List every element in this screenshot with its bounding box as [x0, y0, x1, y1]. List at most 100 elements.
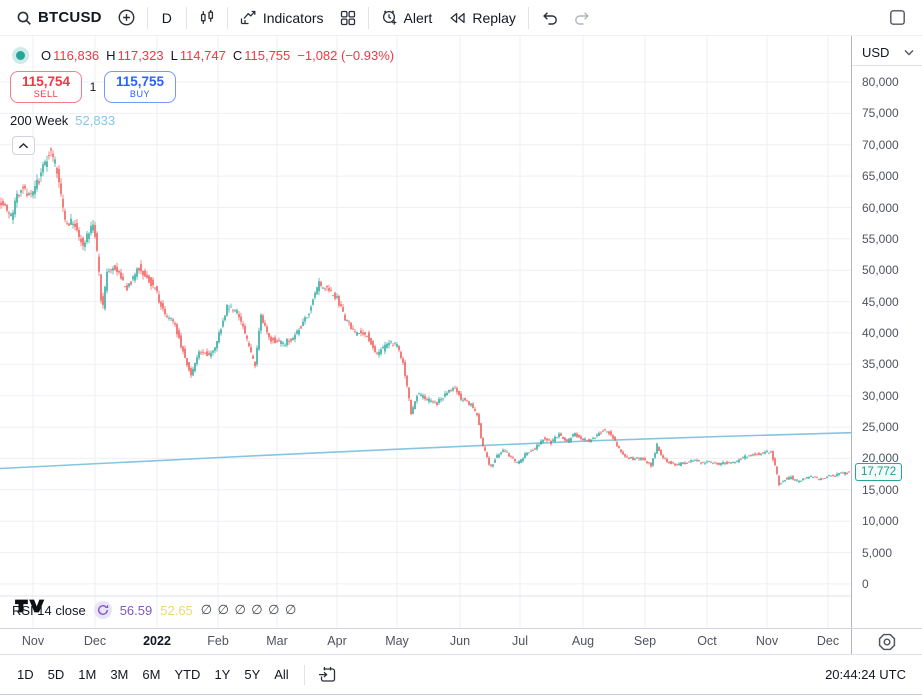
market-status-dot-icon — [16, 51, 25, 60]
currency-selector[interactable]: USD — [852, 40, 922, 66]
buy-button[interactable]: 115,755 BUY — [104, 71, 176, 103]
rsi-empty-value: ∅ — [200, 602, 213, 617]
last-price-badge: 17,772 — [855, 463, 903, 482]
fullscreen-icon — [889, 9, 906, 26]
redo-icon — [574, 10, 591, 25]
indicators-button[interactable]: Indicators — [232, 6, 332, 30]
range-button-5d[interactable]: 5D — [47, 667, 65, 682]
time-tick-label: May — [385, 634, 409, 648]
buy-label: BUY — [129, 88, 151, 99]
rsi-value: 56.59 — [119, 602, 153, 618]
go-to-date-button[interactable] — [313, 663, 341, 686]
price-tick-label: 45,000 — [862, 294, 899, 309]
low-value: 114,747 — [179, 48, 226, 63]
fullscreen-button[interactable] — [881, 5, 914, 30]
rsi-empty-value: ∅ — [217, 602, 230, 617]
currency-label: USD — [862, 45, 890, 60]
price-tick-label: 35,000 — [862, 357, 899, 372]
ma-value: 52,833 — [75, 113, 116, 128]
chevron-down-icon — [904, 50, 914, 56]
price-tick-label: 40,000 — [862, 325, 899, 340]
range-button-3m[interactable]: 3M — [110, 667, 129, 682]
range-button-6m[interactable]: 6M — [142, 667, 161, 682]
time-tick-label: 2022 — [143, 634, 171, 648]
rsi-empty-value: ∅ — [284, 602, 297, 617]
replay-label: Replay — [472, 9, 516, 26]
price-tick-label: 5,000 — [862, 545, 893, 560]
alert-clock-icon — [381, 9, 398, 26]
candlestick-chart — [0, 36, 851, 628]
time-tick-label: Dec — [816, 634, 840, 648]
range-button-all[interactable]: All — [274, 667, 289, 682]
indicators-icon — [240, 10, 257, 26]
ma-200-week-line[interactable] — [0, 431, 851, 470]
compare-add-symbol-button[interactable] — [110, 5, 143, 30]
sell-button[interactable]: 115,754 SELL — [10, 71, 82, 103]
chart-style-button[interactable] — [191, 5, 223, 30]
range-button-ytd[interactable]: YTD — [174, 667, 201, 682]
rsi-empty-value: ∅ — [251, 602, 264, 617]
range-button-1m[interactable]: 1M — [78, 667, 97, 682]
time-tick-label: Jul — [512, 634, 528, 648]
redo-button[interactable] — [566, 6, 599, 29]
date-range-buttons: 1D 5D 1M 3M 6M YTD 1Y 5Y All — [10, 663, 296, 686]
toolbar-separator — [185, 6, 187, 29]
time-tick-label: Feb — [207, 634, 229, 648]
time-tick-label: Oct — [697, 634, 717, 648]
toolbar-separator — [367, 6, 369, 29]
spread-value: 1 — [89, 80, 97, 94]
high-value: 117,323 — [117, 48, 164, 63]
undo-button[interactable] — [533, 6, 566, 29]
alert-label: Alert — [403, 9, 433, 26]
chart-canvas[interactable] — [0, 36, 851, 628]
time-tick-label: Apr — [327, 634, 347, 648]
toolbar-separator — [303, 664, 305, 685]
range-button-1d[interactable]: 1D — [17, 667, 34, 682]
ohlc-legend[interactable]: O 116,836 H 117,323 L 114,747 C 115,755 −1,0… — [16, 48, 394, 63]
price-tick-label: 70,000 — [862, 137, 899, 152]
plus-circle-icon — [118, 9, 135, 26]
rsi-legend[interactable]: RSI 14 close 56.59 52.65 ∅ ∅ ∅ ∅ ∅ ∅ — [12, 601, 297, 619]
rsi-empty-value: ∅ — [268, 602, 280, 617]
time-tick-label: Nov — [755, 634, 779, 648]
replay-icon — [448, 10, 466, 26]
bottom-toolbar: 1D 5D 1M 3M 6M YTD 1Y 5Y All 20:44:24 UTC — [0, 654, 922, 695]
chevron-up-icon — [18, 142, 29, 148]
time-tick-label: Dec — [83, 634, 107, 648]
ma-200-week-legend[interactable]: 200 Week 52,833 — [10, 113, 115, 128]
axis-corner-separator — [851, 629, 852, 655]
range-button-5y[interactable]: 5Y — [244, 667, 261, 682]
price-tick-label: 55,000 — [862, 231, 899, 246]
time-tick-label: Aug — [571, 634, 595, 648]
collapse-legend-button[interactable] — [12, 136, 35, 155]
calendar-goto-icon — [318, 666, 336, 683]
price-tick-label: 75,000 — [862, 106, 899, 121]
replay-button[interactable]: Replay — [440, 6, 524, 30]
rsi-empty-values: ∅ ∅ ∅ ∅ ∅ ∅ — [201, 602, 297, 618]
tradingview-logo[interactable] — [14, 598, 46, 614]
symbol-search-button[interactable]: BTCUSD — [8, 5, 110, 30]
toolbar-separator — [527, 6, 529, 29]
price-axis[interactable]: USD 80,000 75,000 70,000 65,000 60,000 55,000… — [851, 36, 922, 628]
layout-grid-button[interactable] — [332, 6, 364, 30]
price-tick-label: 50,000 — [862, 263, 899, 278]
close-value: 115,755 — [244, 48, 291, 63]
trade-widget: 115,754 SELL 1 115,755 BUY — [10, 71, 176, 103]
open-value: 116,836 — [53, 48, 100, 63]
time-tick-label: Mar — [266, 634, 288, 648]
search-icon — [16, 10, 32, 26]
range-button-1y[interactable]: 1Y — [214, 667, 231, 682]
ma-name: 200 Week — [10, 113, 69, 128]
interval-button[interactable]: D — [161, 9, 172, 26]
layout-grid-icon — [340, 10, 356, 26]
alert-button[interactable]: Alert — [373, 5, 441, 30]
price-tick-label: 80,000 — [862, 75, 899, 89]
time-tick-label: Sep — [633, 634, 657, 648]
chart-settings-gear-icon[interactable] — [878, 633, 896, 651]
price-tick-label: 10,000 — [862, 514, 899, 529]
clock-utc: 20:44:24 UTC — [825, 667, 906, 682]
rsi-loading-icon[interactable] — [93, 601, 112, 619]
time-axis[interactable]: Nov Dec 2022 Feb Mar Apr May Jun Jul Aug Sep Oct Nov… — [0, 628, 922, 655]
candlestick-style-icon — [199, 9, 215, 26]
price-tick-label: 20,000 — [862, 451, 899, 466]
